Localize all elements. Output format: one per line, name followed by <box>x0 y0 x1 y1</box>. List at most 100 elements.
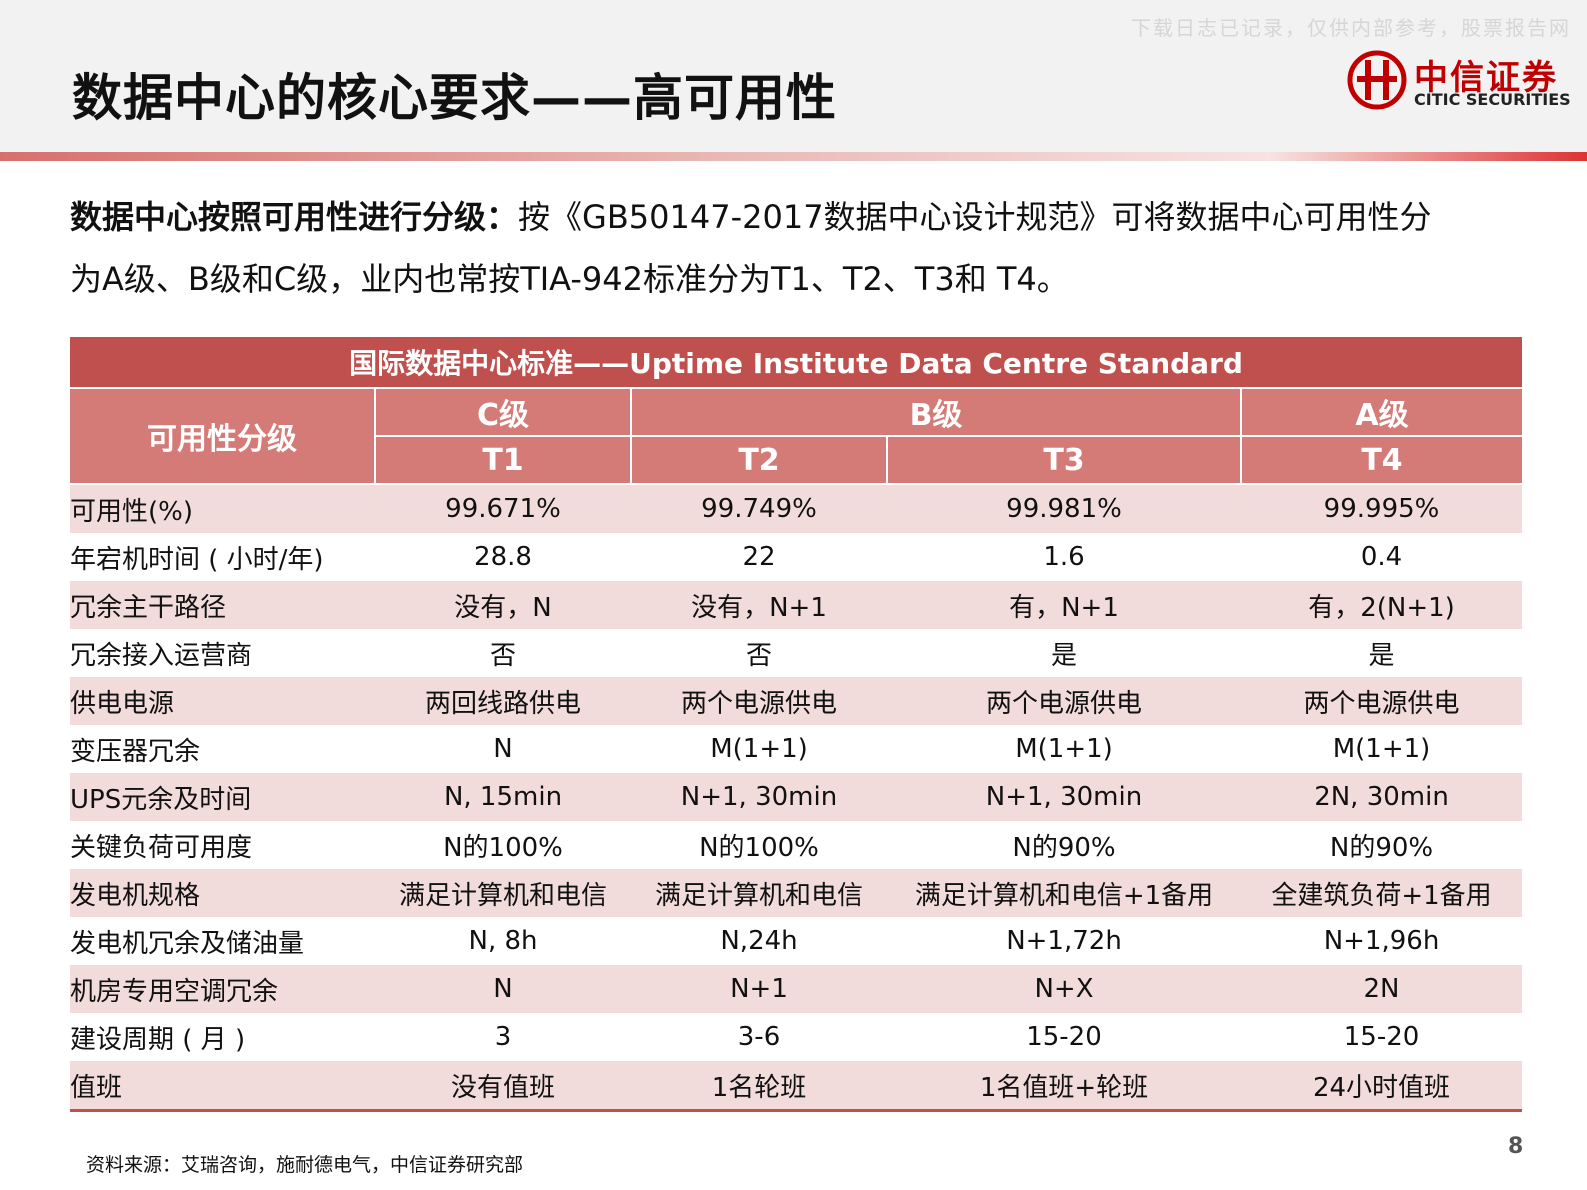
cell: 99.671% <box>375 484 631 533</box>
logo-icon <box>1347 50 1407 110</box>
table-row: 关键负荷可用度 N的100% N的100% N的90% N的90% <box>70 821 1522 869</box>
level: A级 <box>1239 387 1523 437</box>
header-bar <box>0 152 1587 161</box>
cell: 15-20 <box>1026 1022 1102 1052</box>
cell: N, 8h <box>468 926 538 956</box>
row-label: 变压器冗余 <box>70 736 201 767</box>
row-label: 发电机冗余及储油量 <box>70 928 305 959</box>
cell: 全建筑负荷+1备用 <box>1241 869 1523 917</box>
cell: N的100% <box>699 832 819 863</box>
cell: 2N, 30min <box>1241 773 1523 821</box>
row-label: 年宕机时间 ( 小时/年) <box>70 544 324 575</box>
cell: 28.8 <box>474 542 532 572</box>
tier-row: T1 T2 T3 T4 <box>70 435 1523 485</box>
cell: 两个电源供电 <box>631 677 887 725</box>
cell: 99.981% <box>887 484 1241 533</box>
cell: 满足计算机和电信 <box>375 869 631 917</box>
cell: 是 <box>1368 640 1395 671</box>
table-row: 可用性(%) 99.671% 99.749% 99.981% 99.995% <box>70 484 1523 533</box>
table-row: 值班 没有值班 1名轮班 1名值班+轮班 24小时值班 <box>70 1061 1523 1111</box>
cell: 24小时值班 <box>1241 1061 1523 1111</box>
cell: 两个电源供电 <box>1241 677 1523 725</box>
cell: 没有值班 <box>375 1061 631 1111</box>
logo-en: CITIC SECURITIES <box>1414 90 1571 109</box>
row-label: 冗余主干路径 <box>70 581 375 629</box>
level-row: 可用性分级 C级 B级 A级 <box>70 387 1523 485</box>
cell: 0.4 <box>1360 542 1403 572</box>
row-label: 冗余接入运营商 <box>70 640 253 671</box>
cell: 3 <box>494 1022 512 1052</box>
intro-text: 按《GB50147-2017数据中心设计规范》可将数据中心可用性分为A级、B级和… <box>70 198 1432 298</box>
cell: 1.6 <box>1043 542 1085 572</box>
intro-lead: 数据中心按照可用性进行分级： <box>70 198 519 236</box>
table-body: 可用性(%) 99.671% 99.749% 99.981% 99.995% 年宕机时间 … <box>70 484 1523 1111</box>
table-title: 国际数据中心标准——Uptime Institute Data Centre S… <box>70 337 1523 389</box>
cell: N+1,72h <box>1006 926 1122 956</box>
standard-table: 国际数据中心标准——Uptime Institute Data Centre S… <box>70 337 1523 1112</box>
cell: N, 15min <box>375 773 631 821</box>
cell: N+X <box>887 965 1241 1013</box>
level: C级 <box>374 387 632 437</box>
watermark: 下载日志已记录，仅供内部参考，股票报告网 <box>1131 16 1571 40</box>
row-label: 关键负荷可用度 <box>70 832 253 863</box>
tier: T1 <box>375 435 632 485</box>
cell: 否 <box>489 640 516 671</box>
cell: N+1,96h <box>1323 926 1440 956</box>
cell: 2N <box>1241 965 1523 1013</box>
row-label: 建设周期 ( 月 ) <box>70 1024 246 1055</box>
table-head: 国际数据中心标准——Uptime Institute Data Centre S… <box>70 337 1523 485</box>
cell: 没有，N+1 <box>631 581 887 629</box>
title-row: 国际数据中心标准——Uptime Institute Data Centre S… <box>70 337 1523 389</box>
row-label: UPS元余及时间 <box>70 773 375 821</box>
tier: T3 <box>886 435 1242 485</box>
cell: 没有，N <box>375 581 631 629</box>
slide-title: 数据中心的核心要求——高可用性 <box>72 69 837 127</box>
cell: N的90% <box>1012 832 1116 863</box>
cell: 满足计算机和电信 <box>631 869 887 917</box>
level: B级 <box>630 387 1242 437</box>
cell: N <box>375 965 631 1013</box>
cell: N <box>493 734 513 764</box>
cell: 99.749% <box>631 484 887 533</box>
table-row: UPS元余及时间 N, 15min N+1, 30min N+1, 30min 2N, … <box>70 773 1523 821</box>
header <box>0 0 1587 152</box>
page-number: 8 <box>1508 1134 1524 1159</box>
cell: 两个电源供电 <box>887 677 1241 725</box>
group-label: 可用性分级 <box>70 387 376 485</box>
cell: M(1+1) <box>1015 734 1113 764</box>
table-row: 变压器冗余 N M(1+1) M(1+1) M(1+1) <box>70 725 1522 773</box>
cell: 是 <box>1050 640 1077 671</box>
table-row: 冗余主干路径 没有，N 没有，N+1 有，N+1 有，2(N+1) <box>70 581 1523 629</box>
cell: 两回线路供电 <box>375 677 631 725</box>
row-label: 机房专用空调冗余 <box>70 965 375 1013</box>
cell: M(1+1) <box>710 734 808 764</box>
cell: N+1 <box>631 965 887 1013</box>
table-row: 冗余接入运营商 否 否 是 是 <box>70 629 1522 677</box>
logo-cn: 中信证券 <box>1414 58 1558 98</box>
cell: 1名轮班 <box>631 1061 887 1111</box>
tier: T2 <box>630 435 888 485</box>
table-row: 年宕机时间 ( 小时/年) 28.8 22 1.6 0.4 <box>70 533 1522 581</box>
cell: 否 <box>745 640 772 671</box>
table-row: 发电机规格 满足计算机和电信 满足计算机和电信 满足计算机和电信+1备用 全建筑负荷+1… <box>70 869 1523 917</box>
row-label: 供电电源 <box>70 677 375 725</box>
row-label: 值班 <box>70 1061 375 1111</box>
table-row: 建设周期 ( 月 ) 3 3-6 15-20 15-20 <box>70 1013 1522 1061</box>
cell: 1名值班+轮班 <box>887 1061 1241 1111</box>
cell: 有，2(N+1) <box>1241 581 1523 629</box>
row-label: 可用性(%) <box>70 484 375 533</box>
table-row: 机房专用空调冗余 N N+1 N+X 2N <box>70 965 1523 1013</box>
cell: 99.995% <box>1241 484 1523 533</box>
cell: N,24h <box>720 926 798 956</box>
cell: 15-20 <box>1343 1022 1420 1052</box>
cell: 3-6 <box>737 1022 781 1052</box>
row-label: 发电机规格 <box>70 869 375 917</box>
source: 资料来源：艾瑞咨询，施耐德电气，中信证券研究部 <box>86 1154 524 1176</box>
table-row: 发电机冗余及储油量 N, 8h N,24h N+1,72h N+1,96h <box>70 917 1522 965</box>
cell: 有，N+1 <box>887 581 1241 629</box>
cell: M(1+1) <box>1332 734 1431 764</box>
cell: 22 <box>742 542 776 572</box>
cell: N+1, 30min <box>887 773 1241 821</box>
cell: 满足计算机和电信+1备用 <box>887 869 1241 917</box>
